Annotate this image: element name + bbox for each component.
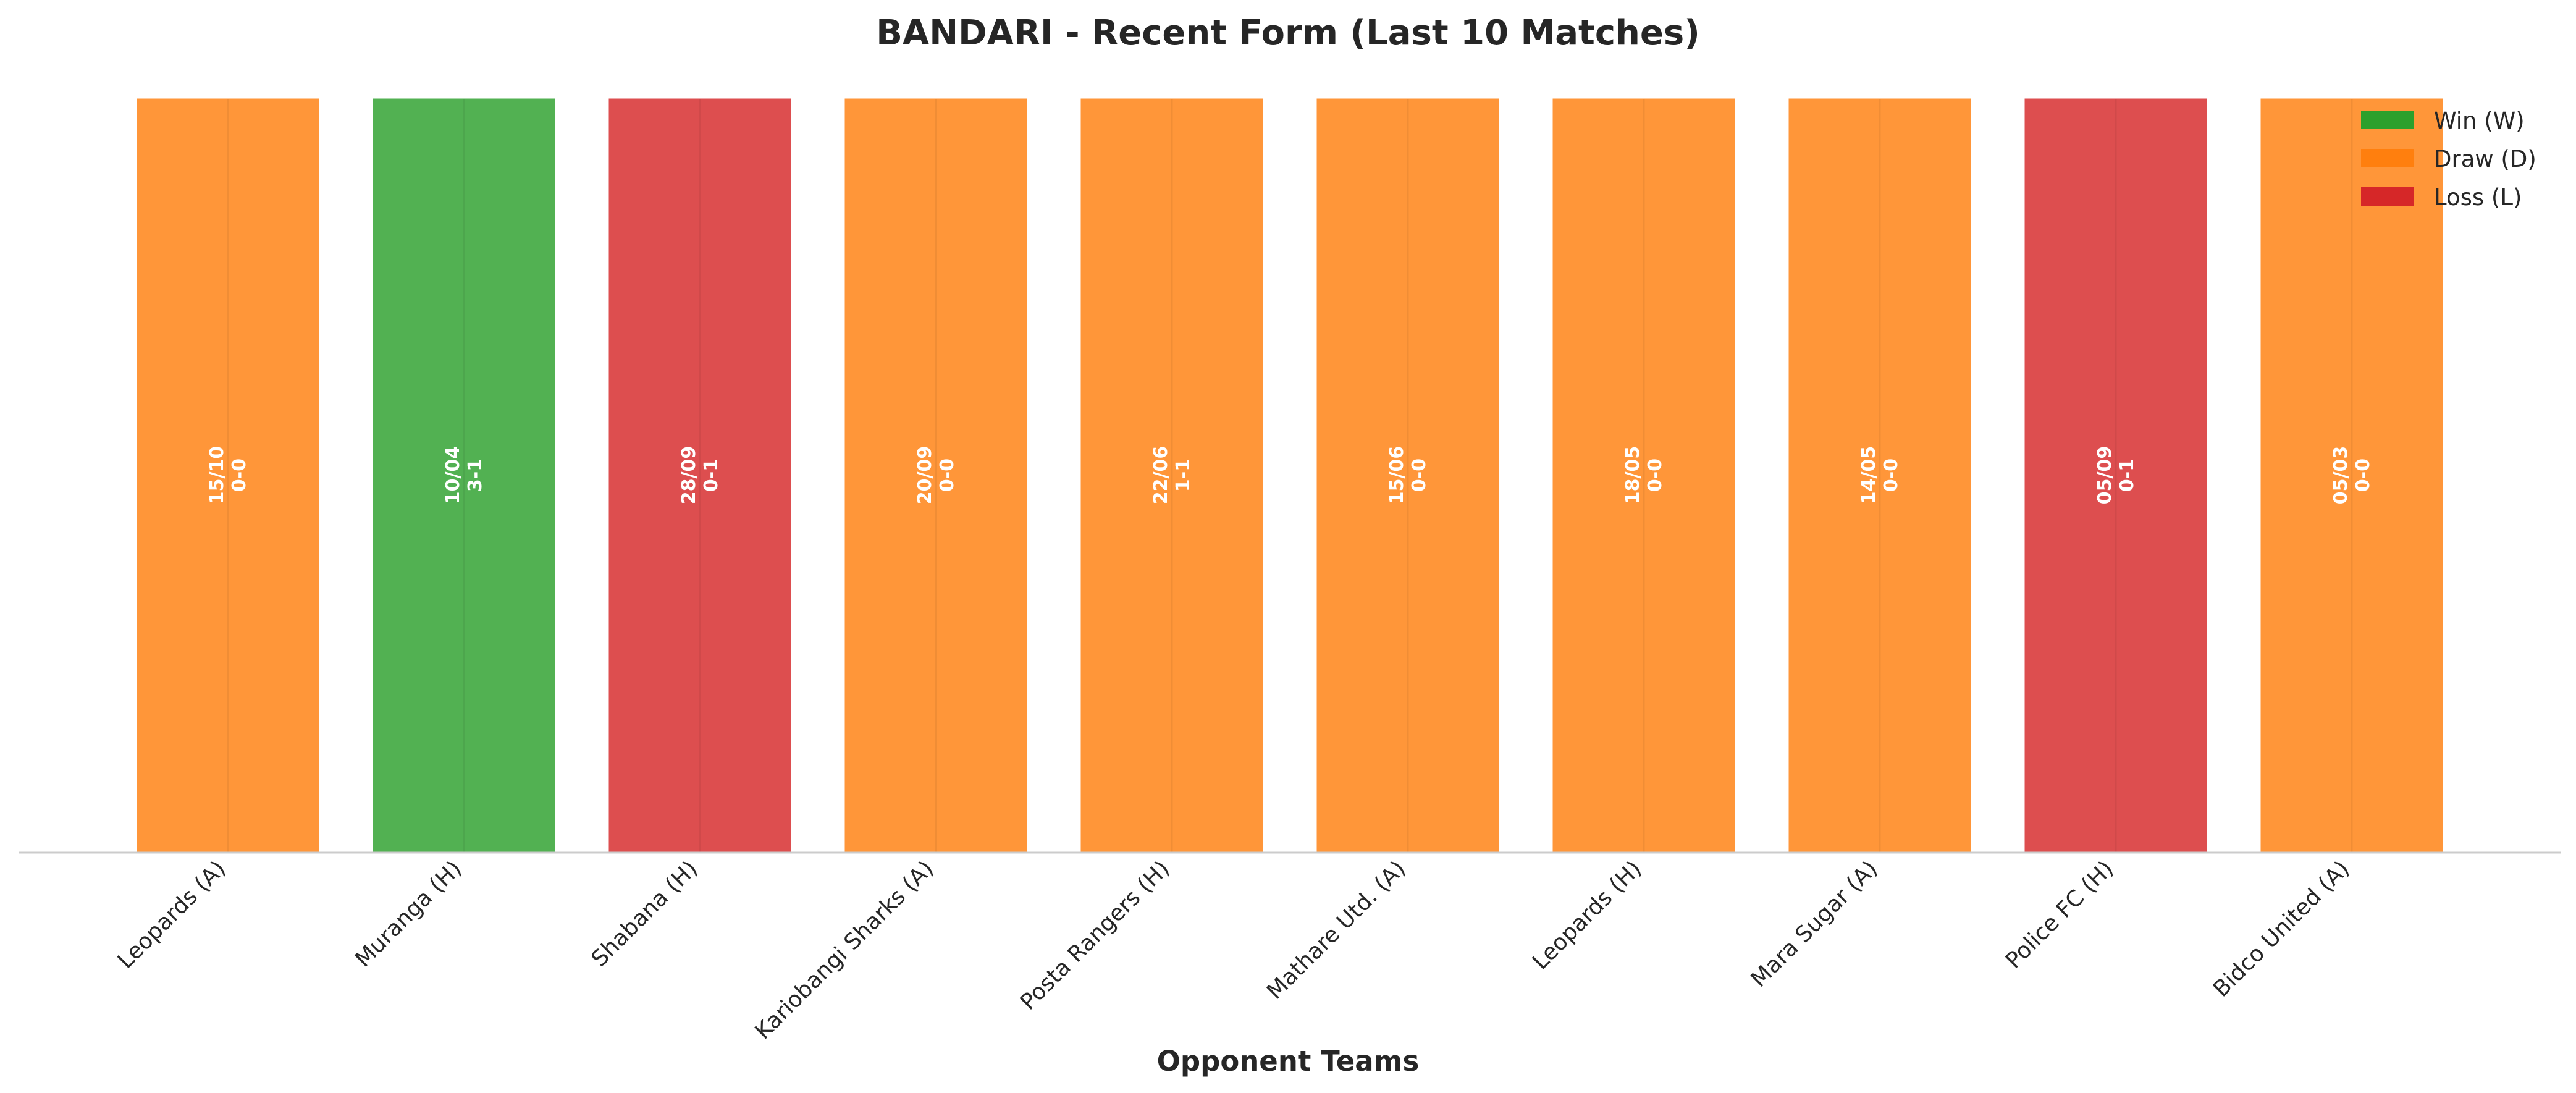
bar-label: 05/090-1 — [2094, 446, 2138, 504]
chart-title: BANDARI - Recent Form (Last 10 Matches) — [876, 13, 1700, 53]
bar-label: 22/061-1 — [1150, 446, 1194, 504]
x-tick-label: Mathare Utd. (A) — [1262, 856, 1410, 1004]
x-tick-label: Muranga (H) — [350, 856, 466, 972]
match-date: 05/03 — [2330, 446, 2352, 504]
match-date: 15/10 — [206, 446, 228, 504]
x-tick-label: Leopards (H) — [1528, 856, 1646, 974]
x-tick-label: Posta Rangers (H) — [1016, 856, 1174, 1015]
match-date: 05/09 — [2094, 446, 2116, 504]
match-score: 0-1 — [701, 458, 722, 492]
match-date: 28/09 — [678, 446, 700, 504]
x-tick-label: Police FC (H) — [2001, 856, 2118, 973]
bar-3 — [607, 96, 793, 854]
x-tick-label: Kariobangi Sharks (A) — [750, 856, 938, 1044]
match-score: 0-0 — [1644, 458, 1666, 492]
legend-label: Win (W) — [2434, 108, 2525, 134]
legend-swatch-w — [2361, 111, 2414, 129]
x-tick-label: Leopards (A) — [113, 856, 231, 974]
match-score: 0-1 — [2116, 458, 2138, 492]
legend-swatch-d — [2361, 149, 2414, 167]
legend-swatch-l — [2361, 187, 2414, 206]
match-score: 0-0 — [1880, 458, 1902, 492]
bar-6 — [1315, 96, 1501, 854]
legend-label: Loss (L) — [2434, 184, 2522, 211]
bar-2 — [371, 96, 557, 854]
bar-7 — [1551, 96, 1737, 854]
bar-label: 20/090-0 — [914, 446, 958, 504]
match-date: 22/06 — [1150, 446, 1172, 504]
bar-4 — [843, 96, 1029, 854]
match-date: 14/05 — [1858, 446, 1880, 504]
match-date: 15/06 — [1386, 446, 1408, 504]
match-date: 18/05 — [1622, 446, 1644, 504]
bar-label: 10/043-1 — [442, 446, 486, 504]
match-date: 20/09 — [914, 446, 936, 504]
bar-label: 15/060-0 — [1386, 446, 1430, 504]
bars-layer: 15/100-0 10/043-1 28/090-1 20/090-0 22/061-1… — [135, 96, 2445, 854]
match-score: 3-1 — [465, 458, 486, 492]
bar-5 — [1079, 96, 1265, 854]
bar-10 — [2258, 96, 2445, 854]
match-score: 0-0 — [2352, 458, 2374, 492]
x-axis-label: Opponent Teams — [1157, 1045, 1420, 1078]
x-tick-labels: Leopards (A) Muranga (H) Shabana (H) Kariob… — [113, 856, 2355, 1044]
bar-label: 05/030-0 — [2330, 446, 2374, 504]
match-score: 0-0 — [937, 458, 958, 492]
match-score: 1-1 — [1172, 458, 1194, 492]
match-date: 10/04 — [442, 446, 464, 504]
legend: Win (W) Draw (D) Loss (L) — [2361, 108, 2536, 211]
match-score: 0-0 — [229, 458, 250, 492]
bar-1 — [135, 96, 321, 854]
match-score: 0-0 — [1408, 458, 1430, 492]
bar-label: 28/090-1 — [678, 446, 722, 504]
x-tick-label: Mara Sugar (A) — [1746, 856, 1883, 992]
bar-label: 14/050-0 — [1858, 446, 1902, 504]
x-tick-label: Shabana (H) — [587, 856, 702, 971]
bar-label: 18/050-0 — [1622, 446, 1666, 504]
x-tick-label: Bidco United (A) — [2208, 856, 2354, 1002]
bar-label: 15/100-0 — [206, 446, 250, 504]
legend-label: Draw (D) — [2434, 146, 2536, 172]
